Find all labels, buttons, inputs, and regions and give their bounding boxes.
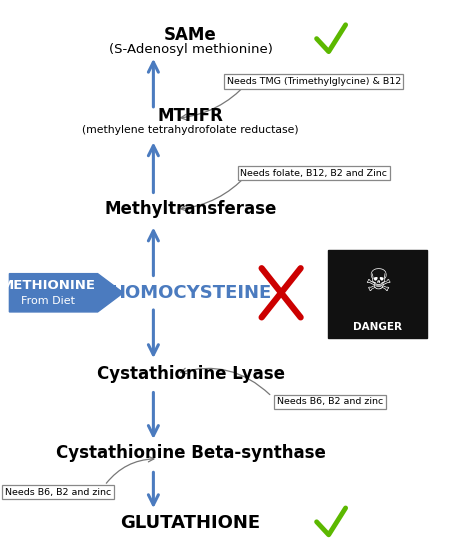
Text: GLUTATHIONE: GLUTATHIONE xyxy=(120,514,261,532)
Text: DANGER: DANGER xyxy=(353,321,402,332)
Text: HOMOCYSTEINE: HOMOCYSTEINE xyxy=(110,284,271,302)
Text: MTHFR: MTHFR xyxy=(158,106,223,124)
Text: Needs TMG (Trimethylglycine) & B12: Needs TMG (Trimethylglycine) & B12 xyxy=(227,77,401,86)
FancyArrow shape xyxy=(9,274,123,312)
Text: From Diet: From Diet xyxy=(21,296,75,306)
Text: (methylene tetrahydrofolate reductase): (methylene tetrahydrofolate reductase) xyxy=(82,125,299,136)
Text: Methyltransferase: Methyltransferase xyxy=(104,200,277,218)
Text: SAMe: SAMe xyxy=(164,26,217,43)
Text: Needs B6, B2 and zinc: Needs B6, B2 and zinc xyxy=(5,488,111,497)
Text: Needs folate, B12, B2 and Zinc: Needs folate, B12, B2 and Zinc xyxy=(240,168,387,178)
Text: (S-Adenosyl methionine): (S-Adenosyl methionine) xyxy=(109,43,273,56)
Text: Cystathionine Lyase: Cystathionine Lyase xyxy=(97,365,284,383)
Text: Needs B6, B2 and zinc: Needs B6, B2 and zinc xyxy=(277,397,383,406)
FancyBboxPatch shape xyxy=(328,250,428,338)
Text: Cystathionine Beta-synthase: Cystathionine Beta-synthase xyxy=(55,445,326,463)
Text: ☠: ☠ xyxy=(364,268,391,297)
Text: METHIONINE: METHIONINE xyxy=(1,279,96,292)
